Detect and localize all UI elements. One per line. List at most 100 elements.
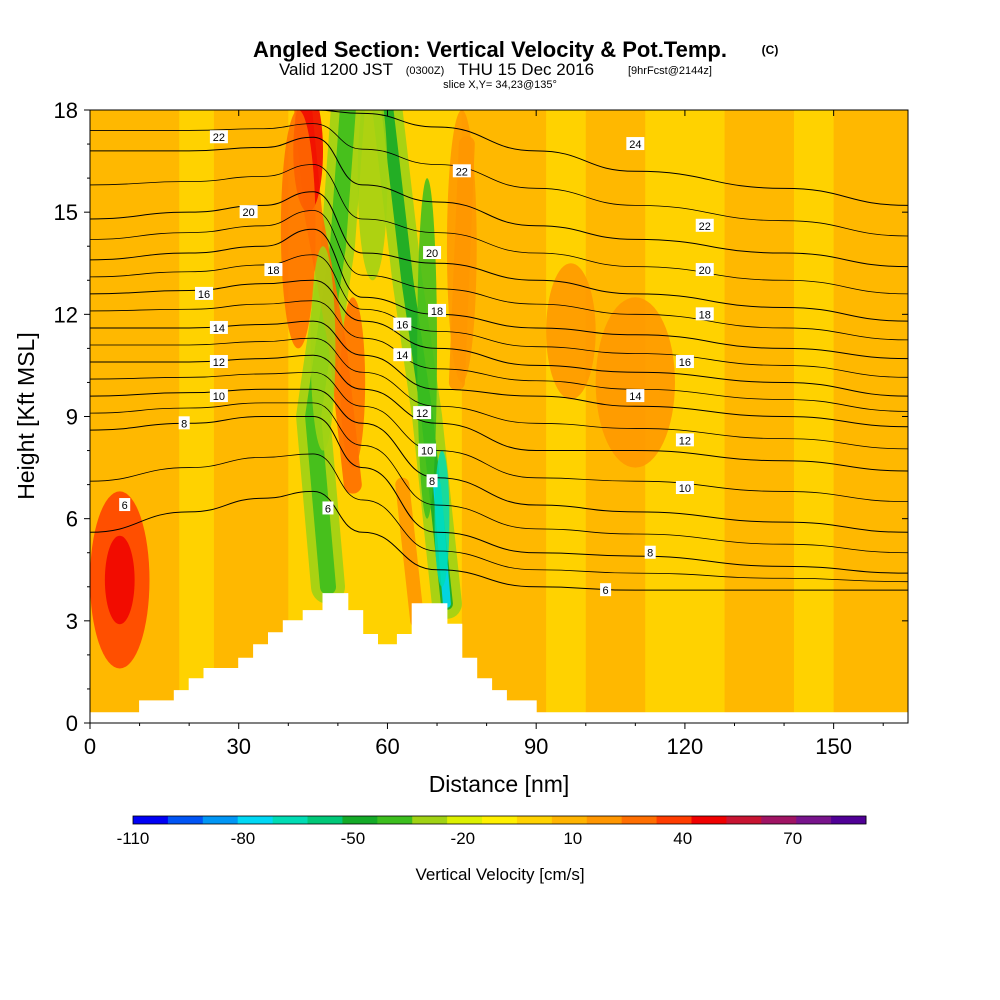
colorbar-swatch (307, 816, 343, 824)
contour-label-box (600, 583, 612, 597)
contour-label: 22 (452, 164, 471, 178)
contour-label: 8 (426, 474, 438, 488)
contour-label-box (695, 218, 714, 232)
contour-label-box (209, 355, 228, 369)
contour-label-box (195, 286, 214, 300)
theta-contour-minor-12 (90, 337, 908, 450)
contour-label: 6 (600, 583, 612, 597)
contour-label-text: 24 (629, 139, 641, 151)
contour-label-box (209, 130, 228, 144)
potential-temperature-contours (90, 110, 908, 591)
colorbar-swatch (237, 816, 274, 824)
colorbar-swatch (202, 816, 239, 824)
contour-label-box (428, 303, 447, 317)
y-tick-label: 18 (54, 98, 78, 123)
contour-label-box (209, 320, 228, 334)
theta-contour-minor-22 (90, 123, 908, 237)
chart-title-block: Angled Section: Vertical Velocity & Pot.… (253, 37, 778, 91)
x-tick-label: 30 (226, 734, 250, 759)
valid-prefix: Valid 1200 JST (279, 60, 393, 79)
contour-label: 16 (195, 286, 214, 301)
velocity-cell-10 (546, 263, 596, 400)
velocity-cell-11 (595, 297, 675, 468)
copyright-mark: (C) (762, 43, 779, 57)
chart-title: Angled Section: Vertical Velocity & Pot.… (253, 37, 727, 62)
contour-label-text: 14 (213, 323, 225, 335)
contour-label: 20 (423, 246, 442, 260)
contour-label-text: 12 (679, 435, 691, 447)
contour-label-text: 18 (699, 309, 711, 321)
contour-label-box (675, 355, 694, 369)
contour-label: 16 (393, 317, 412, 332)
contour-label-box (413, 406, 432, 420)
contour-label-text: 12 (416, 408, 428, 420)
contour-label-box (418, 443, 437, 457)
contour-label: 22 (695, 218, 714, 233)
contour-label-text: 22 (699, 221, 711, 233)
contour-label-text: 22 (213, 132, 225, 144)
contour-label-box (644, 545, 656, 559)
terrain-profile (89, 593, 909, 724)
contour-label: 18 (264, 263, 283, 277)
x-tick-label: 150 (815, 734, 852, 759)
contour-label: 14 (393, 348, 412, 362)
contour-label-box (675, 481, 694, 495)
contour-label: 8 (644, 545, 656, 560)
contour-label: 16 (675, 355, 694, 369)
contour-label-text: 14 (396, 350, 408, 362)
contour-label-text: 8 (181, 418, 187, 430)
contour-label-box (178, 416, 190, 430)
contour-label: 18 (695, 307, 714, 321)
contour-label-text: 12 (213, 357, 225, 369)
contour-label-text: 10 (421, 446, 433, 458)
theta-contour-minor-16 (90, 254, 908, 378)
theta-contour-16 (90, 279, 908, 397)
contour-label: 6 (119, 498, 131, 512)
contour-label-box (452, 164, 471, 178)
contour-label-box (119, 498, 131, 512)
colorbar-swatch (412, 816, 448, 824)
colorbar-tick-label: 70 (783, 829, 802, 848)
contour-label-text: 16 (396, 320, 408, 332)
velocity-cell-6 (357, 110, 388, 281)
theta-contour-24 (90, 110, 908, 206)
colorbar-swatch (656, 816, 692, 824)
y-axis: 0 3 6 9 12 15 18 (54, 98, 908, 736)
contour-label: 12 (675, 433, 694, 447)
contour-label: 22 (209, 130, 228, 144)
contour-label: 20 (239, 205, 258, 219)
y-tick-label: 12 (54, 302, 78, 327)
contour-label: 10 (418, 443, 437, 458)
colorbar-swatch (621, 816, 658, 824)
contour-label-text: 16 (198, 289, 210, 301)
colorbar-tick-label: -80 (231, 829, 256, 848)
contour-label-box (626, 137, 645, 151)
colorbar-tick-label: -50 (341, 829, 366, 848)
contour-label-box (695, 307, 714, 321)
colorbar-swatch (761, 816, 797, 824)
contour-label-text: 8 (429, 476, 435, 488)
colorbar-swatch (796, 816, 832, 824)
contour-label-box (675, 433, 694, 447)
contour-label: 12 (413, 406, 432, 420)
velocity-cell-9 (446, 110, 477, 383)
contour-label: 14 (209, 320, 228, 335)
contour-label-box (426, 474, 438, 488)
theta-contour-12 (90, 354, 908, 472)
colorbar-swatch (516, 816, 553, 824)
contour-label-box (695, 263, 714, 277)
terrain-mask (89, 593, 909, 724)
colorbar-swatch (691, 816, 727, 824)
contour-label-text: 20 (699, 265, 711, 277)
theta-contour-8 (90, 415, 908, 574)
theta-contour-18 (90, 228, 908, 360)
x-axis-label: Distance [nm] (429, 771, 570, 797)
theta-contour-14 (90, 320, 908, 428)
contour-label: 12 (209, 355, 228, 369)
contour-label-text: 8 (647, 548, 653, 560)
contour-label-text: 10 (679, 483, 691, 495)
colorbar-swatch (551, 816, 588, 824)
x-axis: 0 30 60 90 120 150 (84, 110, 884, 759)
theta-contour-minor-20 (90, 164, 908, 295)
